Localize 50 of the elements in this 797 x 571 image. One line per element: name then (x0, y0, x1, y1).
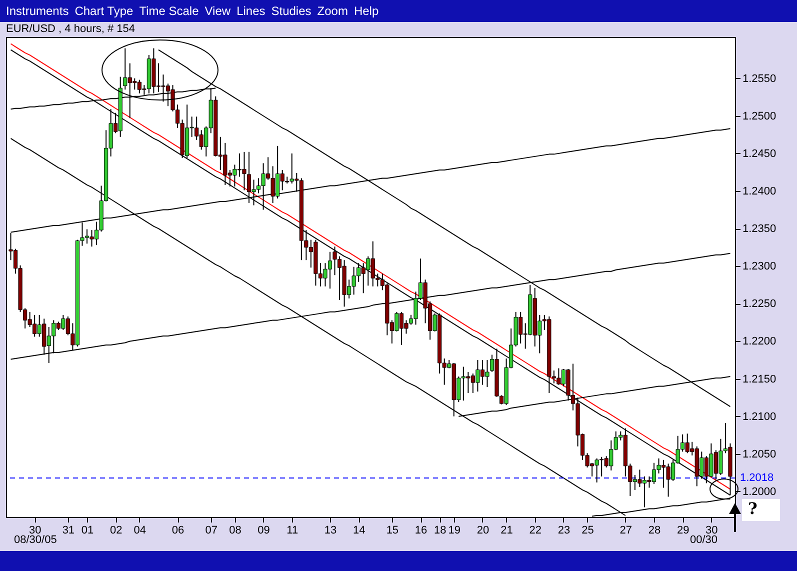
text: 00/30 (690, 534, 718, 546)
y-tick-label: 1.2300 (742, 260, 776, 273)
text: Help (354, 4, 379, 18)
x-tick-label: 29 (676, 524, 690, 536)
text: Instruments (6, 4, 69, 18)
ref-line-label: 1.2018 (740, 472, 774, 484)
x-tick-label: 25 (582, 524, 594, 536)
y-tick-label: 1.2450 (742, 148, 776, 160)
text: Chart Type (74, 4, 134, 18)
y-tick-label: 1.2050 (742, 448, 776, 460)
y-tick-label: 1.2500 (742, 110, 776, 122)
x-tick-label: 30 (28, 524, 42, 536)
y-tick-label: 1.2400 (742, 185, 776, 198)
x-tick-label: 22 (529, 524, 542, 536)
x-tick-label: 30 (706, 524, 718, 536)
x-tick-label: 04 (134, 524, 146, 536)
x-tick-label: 31 (62, 524, 75, 536)
text: ? (742, 499, 780, 521)
x-tick-label: 19 (448, 524, 461, 536)
x-tick-label: 23 (558, 524, 570, 536)
y-tick-label: 1.2250 (742, 298, 776, 310)
x-tick-label: 21 (500, 524, 513, 536)
y-tick-label: 1.2350 (742, 223, 776, 236)
x-tick-label: 28 (648, 524, 661, 536)
x-tick-label: 20 (476, 524, 490, 536)
chart-title: EUR/USD , 4 hours, # 154 (6, 23, 136, 35)
x-tick-label: 27 (620, 524, 632, 536)
x-tick-label: 18 (434, 524, 446, 536)
y-tick-label: 1.2000 (742, 486, 776, 498)
x-tick-label: 11 (286, 524, 298, 536)
x-tick-label: 06 (172, 524, 184, 536)
x-tick-label: 02 (110, 524, 122, 536)
y-tick-label: 1.2100 (742, 410, 776, 423)
x-tick-label: 09 (258, 524, 270, 536)
y-tick-label: 1.2200 (742, 336, 776, 348)
x-tick-label: 08 (229, 524, 242, 536)
text: 08/30/05 (14, 534, 57, 546)
x-tick-label: 16 (414, 524, 428, 536)
text: View (204, 4, 231, 18)
text: Studies (271, 4, 312, 18)
x-tick-label: 07 (205, 524, 218, 536)
x-tick-label: 14 (352, 524, 366, 536)
x-tick-label: 01 (81, 524, 94, 536)
y-tick-label: 1.2150 (742, 373, 776, 386)
x-tick-label: 13 (324, 524, 337, 536)
text: Zoom (317, 4, 348, 18)
text: Lines (236, 4, 266, 18)
text: Time Scale (139, 4, 199, 18)
x-tick-label: 15 (386, 524, 399, 536)
y-tick-label: 1.2550 (742, 72, 776, 85)
